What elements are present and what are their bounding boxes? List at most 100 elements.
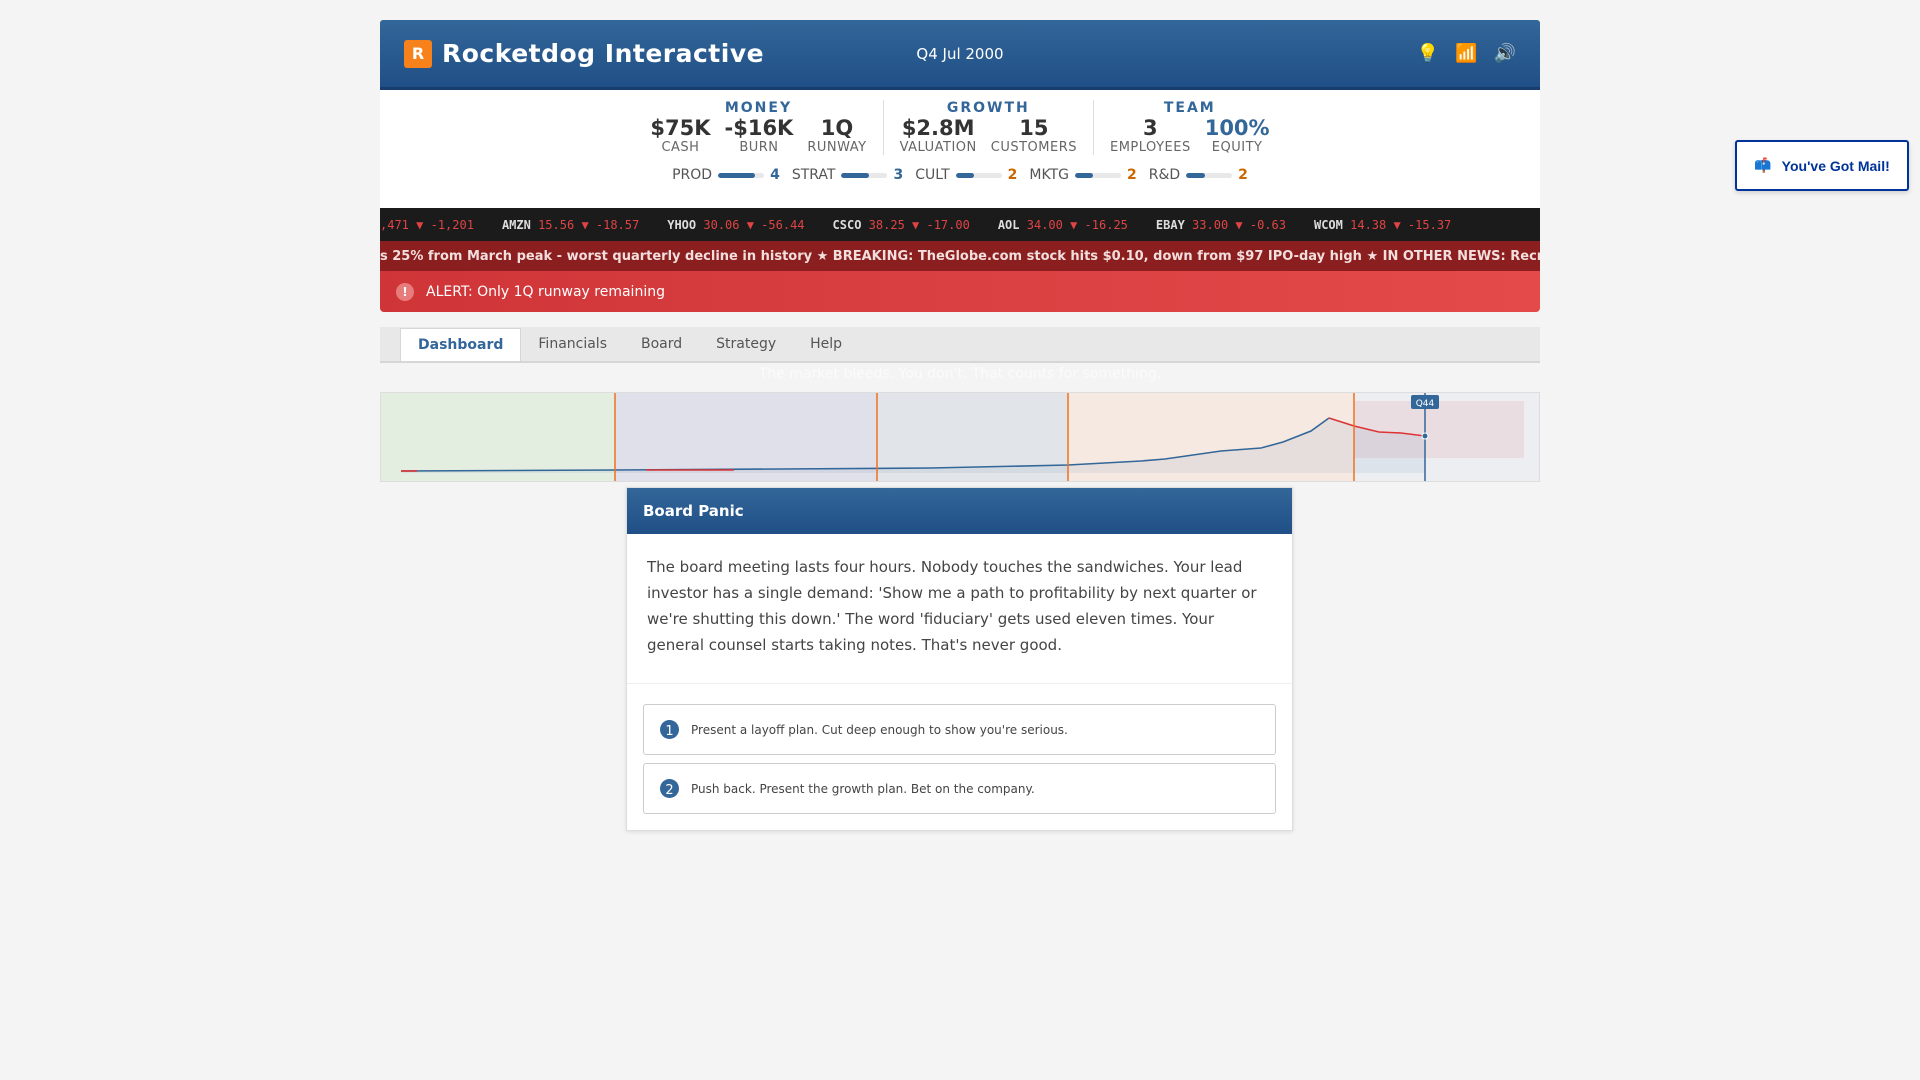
stat-label: RUNWAY <box>807 140 867 155</box>
era-region <box>615 393 877 481</box>
stat-label: BURN <box>739 140 779 155</box>
flavor-text: The market bleeds. You don't. That count… <box>758 366 1162 382</box>
choice-option-1[interactable]: 1 Present a layoff plan. Cut deep enough … <box>643 704 1276 755</box>
ticker-change: ▼ -16.25 <box>1070 217 1128 232</box>
ticker-item: AOL 34.00 ▼ -16.25 <box>998 218 1128 232</box>
marker-label: Q44 <box>1416 399 1435 409</box>
current-point <box>1421 432 1429 440</box>
skill-value: 2 <box>1238 167 1248 183</box>
stat-valuation: $2.8M VALUATION <box>900 116 977 155</box>
bar-chart-icon[interactable]: 📶 <box>1455 43 1478 64</box>
skill-bar <box>1186 172 1233 178</box>
ticker-price: 33.00 <box>1192 217 1229 232</box>
ticker-symbol: AOL <box>997 217 1020 232</box>
ticker-symbol: WCOM <box>1313 217 1343 232</box>
stat-value: 1Q <box>820 116 854 140</box>
stat-group-team: TEAM 3 EMPLOYEES 100% EQUITY <box>1094 100 1286 155</box>
mail-label: You've Got Mail! <box>1781 157 1890 174</box>
era-region <box>381 393 615 481</box>
skill-label: CULT <box>915 167 950 183</box>
ticker-item: EBAY 33.00 ▼ -0.63 <box>1156 218 1286 232</box>
stat-label: EMPLOYEES <box>1110 140 1191 155</box>
news-ticker: s 25% from March peak - worst quarterly … <box>380 241 1540 271</box>
stat-value: 100% <box>1204 116 1270 140</box>
lightbulb-icon[interactable]: 💡 <box>1416 43 1440 64</box>
stat-burn: -$16K BURN <box>725 116 794 155</box>
tab-board[interactable]: Board <box>641 336 683 352</box>
app-header: R Rocketdog Interactive Q4 Jul 2000 💡 📶 … <box>380 20 1540 90</box>
alert-text: ALERT: Only 1Q runway remaining <box>426 283 665 300</box>
choice-text: Push back. Present the growth plan. Bet … <box>691 781 1035 796</box>
group-title: MONEY <box>724 100 793 116</box>
choice-option-2[interactable]: 2 Push back. Present the growth plan. Bet… <box>643 763 1276 814</box>
dialog-title: Board Panic <box>627 488 1292 534</box>
ticker-item: WCOM 14.38 ▼ -15.37 <box>1314 218 1451 232</box>
tab-dashboard[interactable]: Dashboard <box>400 328 522 361</box>
skill-cult: CULT 2 <box>915 167 1017 183</box>
stat-customers: 15 CUSTOMERS <box>991 116 1077 155</box>
alert-icon: ! <box>396 282 414 301</box>
stat-label: CUSTOMERS <box>990 140 1077 155</box>
company-name: Rocketdog Interactive <box>442 39 765 68</box>
stat-label: EQUITY <box>1211 140 1263 155</box>
ticker-price: 30.06 <box>703 217 740 232</box>
ticker-item: YHOO 30.06 ▼ -56.44 <box>667 218 804 232</box>
ticker-price: 34.00 <box>1026 217 1063 232</box>
area-fill <box>401 418 1425 473</box>
skill-bar <box>1074 172 1121 178</box>
skill-value: 4 <box>770 167 780 183</box>
stat-label: CASH <box>661 140 700 155</box>
event-dialog: Board Panic The board meeting lasts four… <box>626 487 1293 831</box>
mailbox-icon: 📫 <box>1754 157 1772 173</box>
skill-label: R&D <box>1148 167 1181 183</box>
skill-bar <box>955 172 1002 178</box>
stock-ticker: ,471 ▼ -1,201 AMZN 15.56 ▼ -18.57 YHOO 30.… <box>380 208 1540 241</box>
group-values: $2.8M VALUATION 15 CUSTOMERS <box>900 116 1077 155</box>
speaker-icon[interactable]: 🔊 <box>1493 43 1516 64</box>
timeline-chart[interactable]: Q44 <box>380 392 1540 482</box>
skill-prod: PROD 4 <box>672 167 780 183</box>
ticker-price: 14.38 <box>1350 217 1387 232</box>
ticker-price: 15.56 <box>538 217 575 232</box>
ticker-change: ▼ -1,201 <box>416 217 474 232</box>
tab-help[interactable]: Help <box>810 336 843 352</box>
stat-runway: 1Q RUNWAY <box>807 116 866 155</box>
skill-bar <box>718 172 765 178</box>
choice-text: Present a layoff plan. Cut deep enough t… <box>691 722 1068 737</box>
ticker-item: CSCO 38.25 ▼ -17.00 <box>833 218 970 232</box>
group-title: TEAM <box>1163 100 1216 116</box>
timeline-svg: Q44 <box>381 393 1539 481</box>
stat-value: 3 <box>1143 116 1158 140</box>
tab-financials[interactable]: Financials <box>538 336 607 352</box>
stat-group-growth: GROWTH $2.8M VALUATION 15 CUSTOMERS <box>884 100 1094 155</box>
tab-bar: Dashboard Financials Board Strategy Help <box>380 327 1540 363</box>
marker-badge <box>1411 395 1439 409</box>
skill-bar <box>841 172 888 178</box>
ticker-change: ▼ -15.37 <box>1393 217 1452 232</box>
stat-employees: 3 EMPLOYEES <box>1110 116 1191 155</box>
ticker-symbol: CSCO <box>832 217 862 232</box>
stat-value: $2.8M <box>901 116 975 140</box>
mail-button[interactable]: 📫 You've Got Mail! <box>1735 140 1909 191</box>
crash-region <box>1354 401 1524 458</box>
skill-value: 2 <box>1007 167 1018 183</box>
era-region <box>1068 393 1354 481</box>
stats-panel: MONEY $75K CASH -$16K BURN 1Q RUNWAY GROWTH $2.8… <box>380 90 1540 208</box>
dialog-body: The board meeting lasts four hours. Nobo… <box>627 534 1292 684</box>
ticker-price: 38.25 <box>868 217 905 232</box>
choice-number: 1 <box>660 720 679 739</box>
ticker-item: ,471 ▼ -1,201 <box>380 218 474 232</box>
skill-value: 3 <box>893 167 904 183</box>
tab-strategy[interactable]: Strategy <box>716 336 777 352</box>
stat-label: VALUATION <box>899 140 977 155</box>
stat-cash: $75K CASH <box>650 116 710 155</box>
ticker-symbol: YHOO <box>667 217 697 232</box>
ticker-symbol: AMZN <box>501 217 531 232</box>
ticker-change: ▼ -17.00 <box>912 217 970 232</box>
valuation-line-down <box>1328 417 1426 437</box>
news-text: s 25% from March peak - worst quarterly … <box>380 248 1540 264</box>
stat-equity: 100% EQUITY <box>1205 116 1270 155</box>
group-values: $75K CASH -$16K BURN 1Q RUNWAY <box>650 116 866 155</box>
valuation-line-up <box>400 417 1330 472</box>
alert-banner: ! ALERT: Only 1Q runway remaining <box>380 271 1540 312</box>
